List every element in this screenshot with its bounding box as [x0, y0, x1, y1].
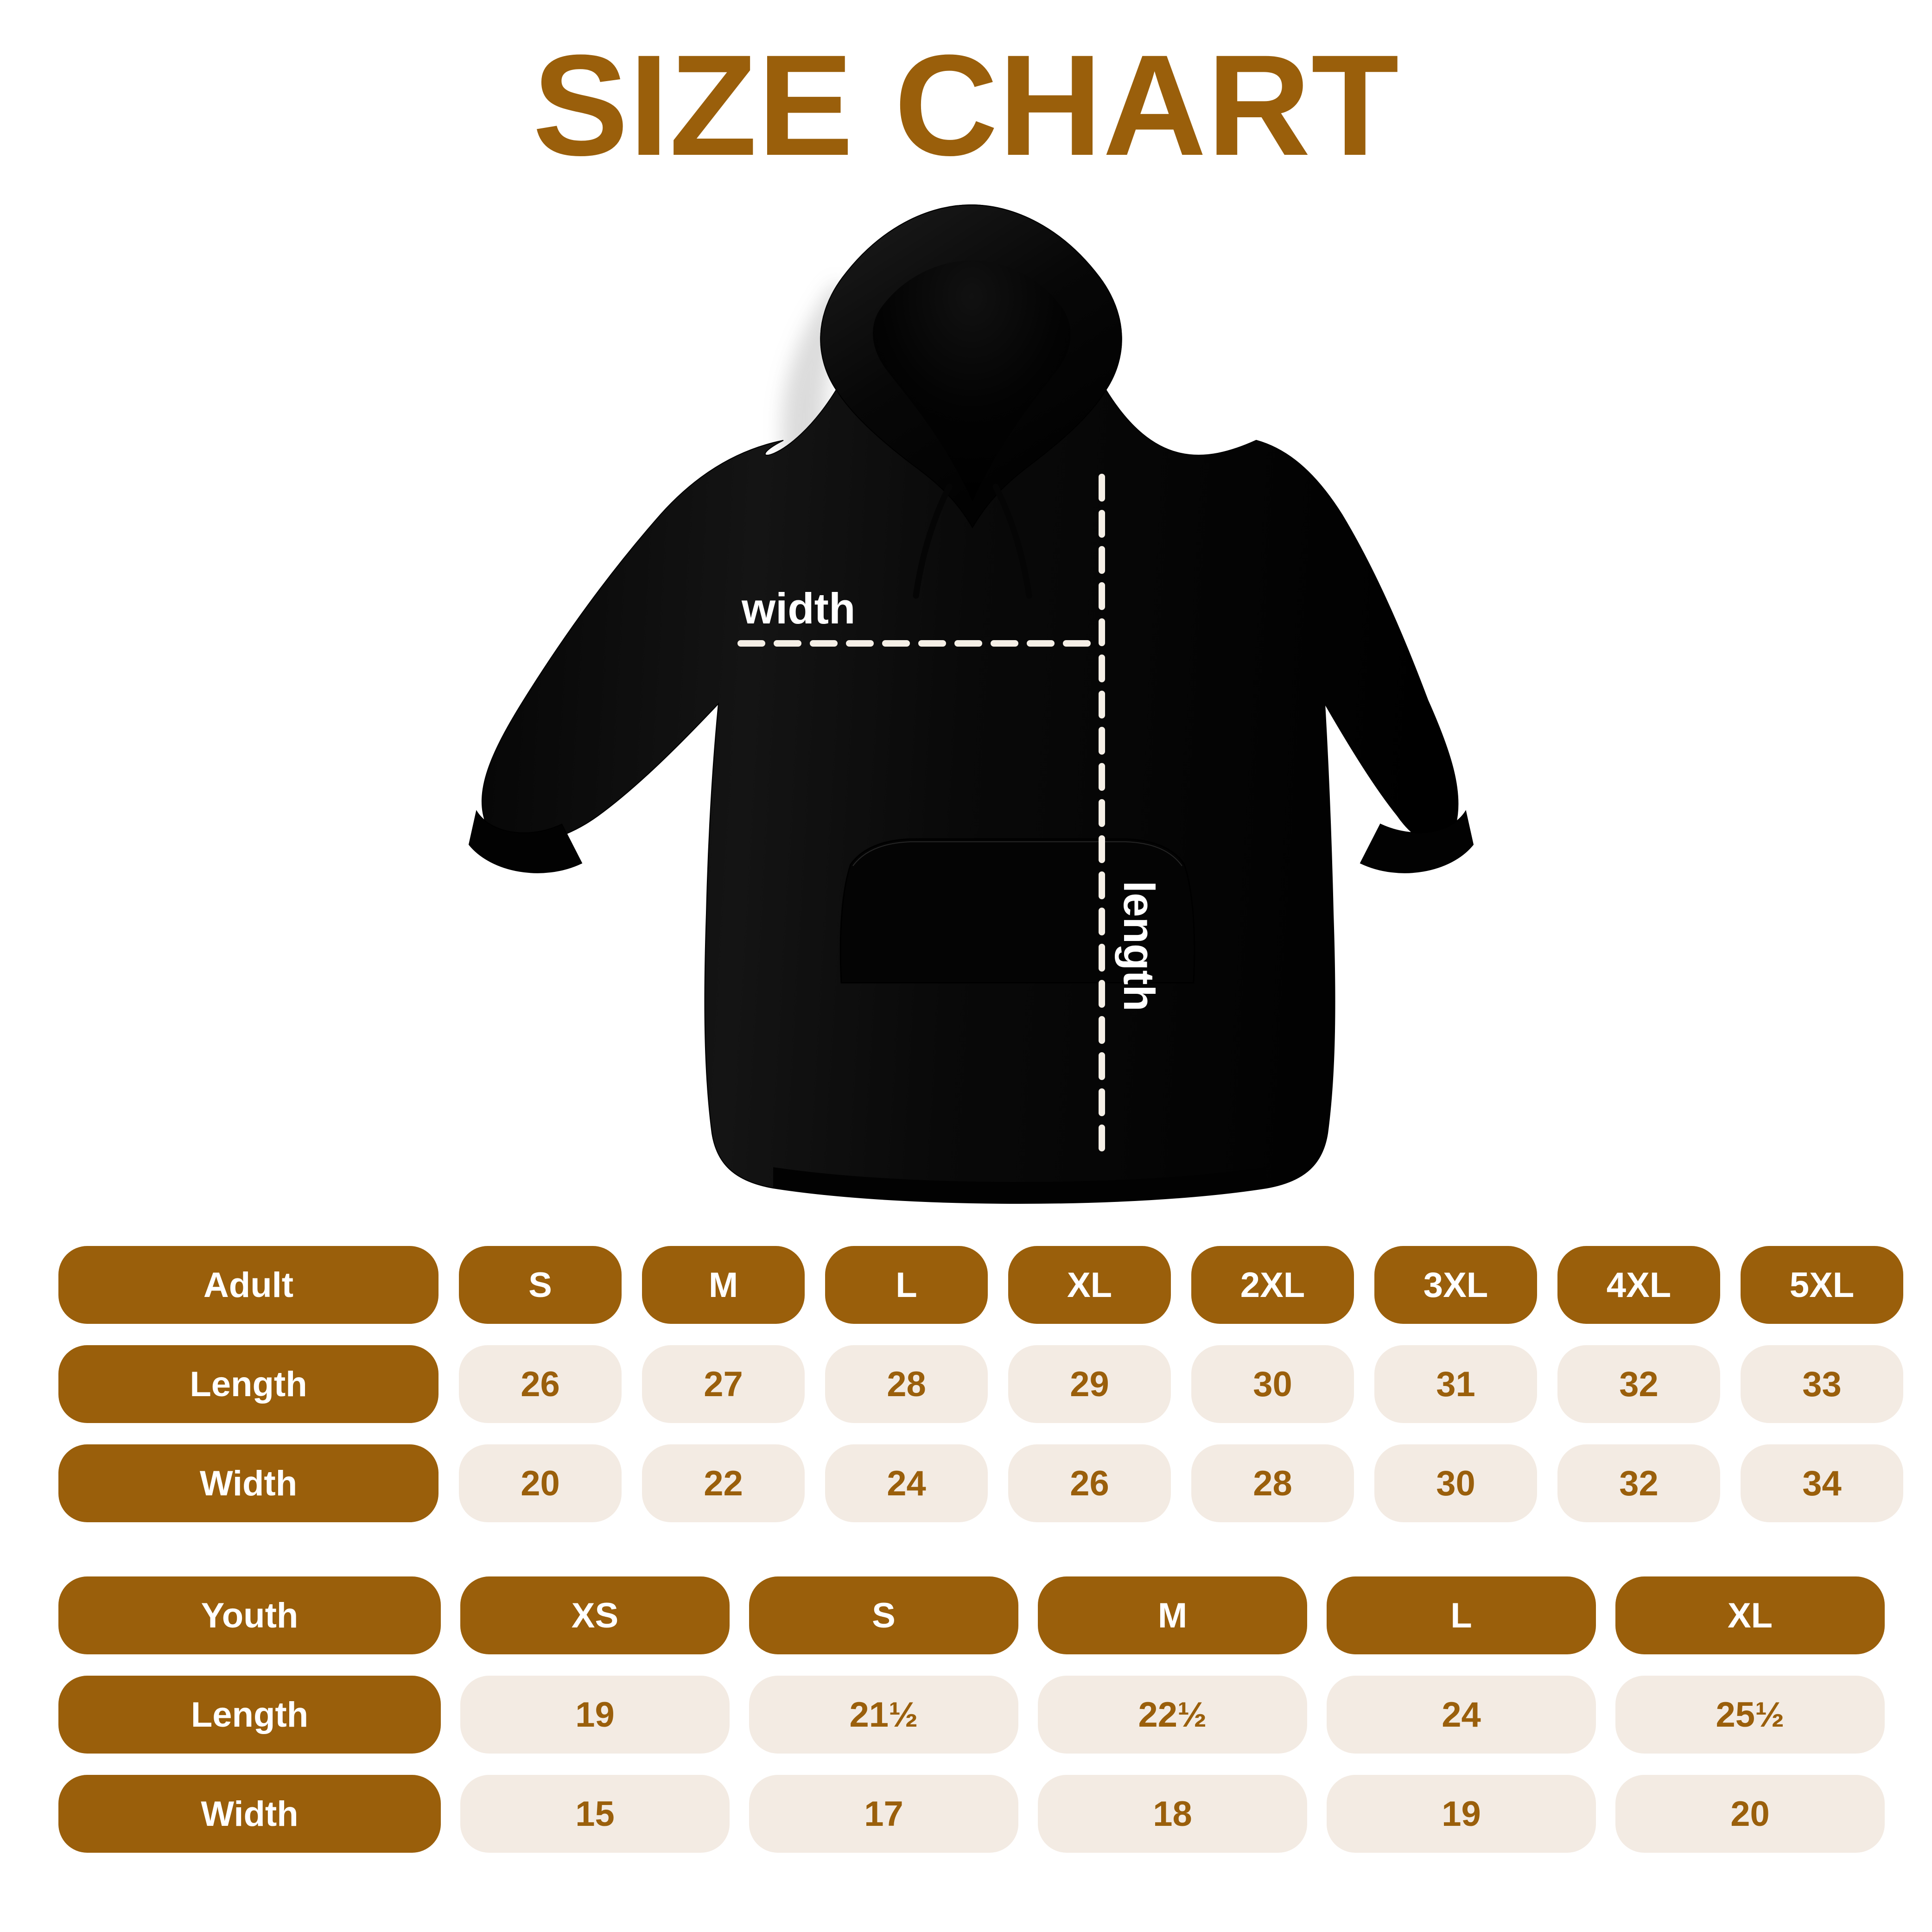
svg-text:length: length: [1115, 881, 1163, 1011]
svg-text:width: width: [741, 584, 855, 633]
